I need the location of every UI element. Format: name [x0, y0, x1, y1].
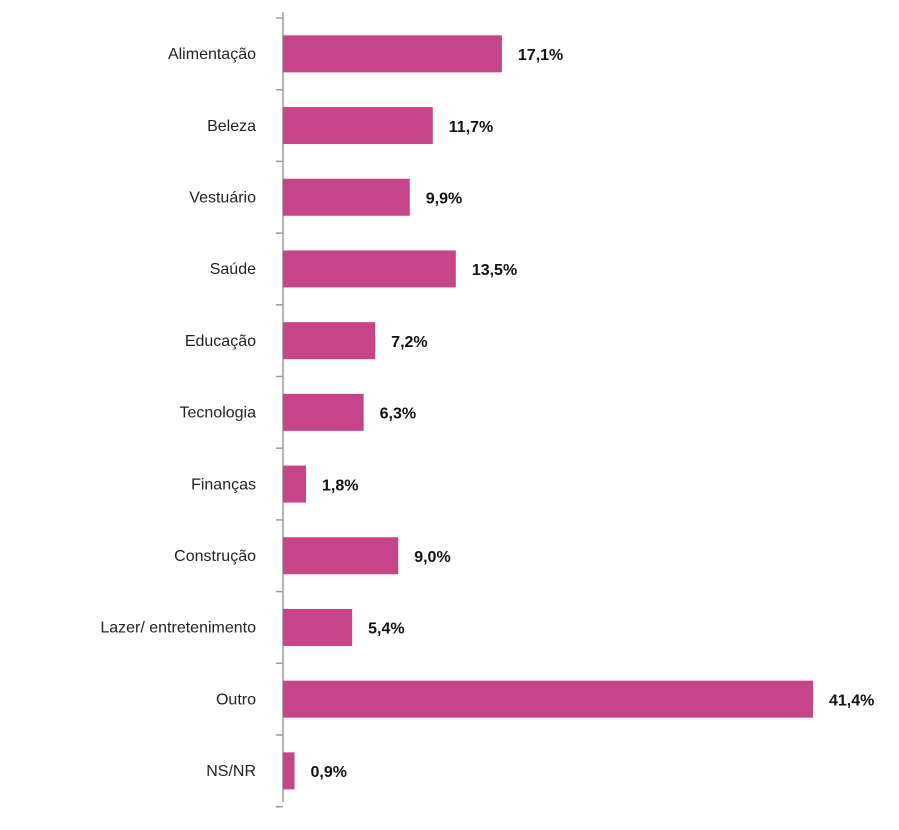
value-label: 17,1%	[518, 47, 563, 64]
value-label: 6,3%	[380, 406, 416, 423]
category-label: Educação	[185, 333, 256, 350]
value-label: 13,5%	[472, 262, 517, 279]
value-label: 41,4%	[829, 692, 874, 709]
category-label: Finanças	[191, 476, 256, 493]
value-label: 0,9%	[311, 764, 347, 781]
bar	[283, 322, 376, 360]
category-label: Beleza	[207, 118, 256, 135]
bar	[283, 393, 364, 431]
value-label: 9,9%	[426, 190, 462, 207]
category-label: NS/NR	[206, 763, 256, 780]
category-label: Outro	[216, 691, 256, 708]
value-label: 7,2%	[391, 334, 427, 351]
value-label: 1,8%	[322, 477, 358, 494]
category-label: Tecnologia	[180, 405, 257, 422]
bar	[283, 35, 502, 73]
bar	[283, 465, 307, 503]
category-label: Construção	[174, 548, 256, 565]
category-label: Vestuário	[189, 189, 256, 206]
bar	[283, 178, 410, 216]
bar	[283, 250, 456, 288]
value-label: 9,0%	[414, 549, 450, 566]
bar	[283, 537, 399, 575]
category-label: Alimentação	[168, 46, 256, 63]
value-label: 5,4%	[368, 621, 404, 638]
bar	[283, 680, 813, 718]
bar	[283, 107, 433, 145]
category-label: Saúde	[210, 261, 256, 278]
bar	[283, 752, 295, 790]
value-label: 11,7%	[449, 119, 493, 136]
category-label: Lazer/ entretenimento	[100, 620, 256, 637]
bar	[283, 608, 353, 646]
